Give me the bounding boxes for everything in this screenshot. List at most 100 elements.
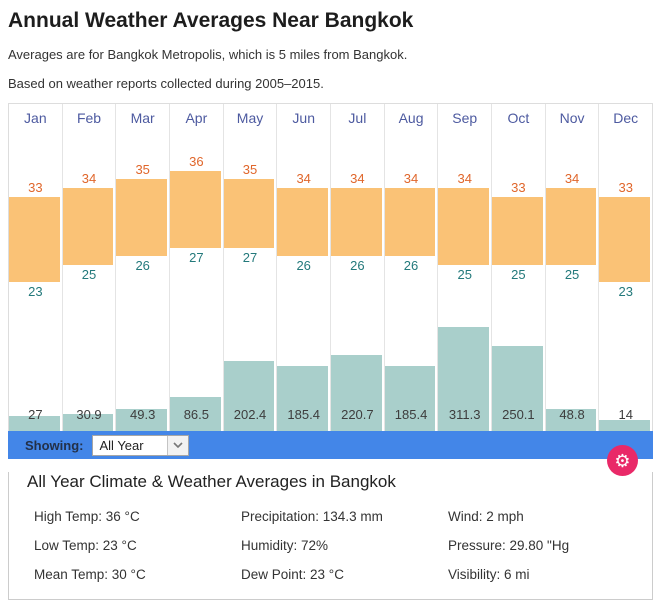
chevron-down-icon xyxy=(166,435,188,455)
precipitation-bar xyxy=(116,408,168,431)
high-temp-label: 35 xyxy=(242,162,258,178)
temp-range-bar xyxy=(9,196,60,282)
high-temp-label: 34 xyxy=(564,170,580,186)
precipitation-value-label: 48.8 xyxy=(559,407,585,422)
subtitle-location: Averages are for Bangkok Metropolis, whi… xyxy=(8,47,408,62)
page-title: Annual Weather Averages Near Bangkok xyxy=(8,9,414,32)
precipitation-bar xyxy=(384,366,436,431)
low-temp-label: 27 xyxy=(242,249,258,265)
low-temp-label: 26 xyxy=(350,258,365,274)
precipitation-bar xyxy=(545,408,597,431)
precipitation-bar xyxy=(331,354,382,431)
precipitation-value-label: 185.4 xyxy=(287,407,320,422)
summary-item: High Temp: 36 °C xyxy=(34,509,140,524)
temp-range-bar xyxy=(223,179,275,248)
month-column: Jan 33 23 27 xyxy=(9,104,63,431)
low-temp-label: 27 xyxy=(189,249,204,265)
precipitation-value-label: 14 xyxy=(618,407,633,422)
month-column: Feb 34 25 30.9 xyxy=(62,104,117,431)
month-column: May 35 27 202.4 xyxy=(223,104,278,431)
precipitation-bar xyxy=(277,366,329,431)
weather-chart: Jan 33 23 27 Feb 34 25 30.9 Mar 35 26 49.3 Apr 36 27 86… xyxy=(8,103,653,431)
month-label: Feb xyxy=(76,110,102,126)
month-label: Jul xyxy=(348,110,367,126)
high-temp-label: 34 xyxy=(81,170,97,186)
showing-label: Showing: xyxy=(25,437,84,453)
precipitation-value-label: 185.4 xyxy=(394,407,428,422)
high-temp-label: 36 xyxy=(189,153,204,169)
precipitation-value-label: 250.1 xyxy=(502,407,535,422)
low-temp-label: 26 xyxy=(403,258,419,274)
precipitation-value-label: 27 xyxy=(28,407,43,422)
high-temp-label: 34 xyxy=(296,170,311,186)
month-label: Aug xyxy=(398,110,424,126)
temp-range-bar xyxy=(331,187,382,257)
precipitation-bar xyxy=(223,360,275,431)
precipitation-bar xyxy=(438,326,490,431)
summary-item: Wind: 2 mph xyxy=(448,509,524,524)
precipitation-value-label: 220.7 xyxy=(341,407,374,422)
temp-range-bar xyxy=(170,170,221,248)
summary-item: Dew Point: 23 °C xyxy=(241,567,344,582)
period-select-value: All Year xyxy=(99,437,144,453)
high-temp-label: 33 xyxy=(618,179,633,195)
month-column: Apr 36 27 86.5 xyxy=(170,104,224,431)
low-temp-label: 25 xyxy=(457,266,472,282)
month-column: Jul 34 26 220.7 xyxy=(331,104,385,431)
settings-button[interactable]: ⚙ xyxy=(607,445,638,476)
month-column: Nov 34 25 48.8 xyxy=(545,104,600,431)
period-select[interactable]: All Year xyxy=(91,434,189,456)
low-temp-label: 23 xyxy=(28,283,43,299)
temp-range-bar xyxy=(545,187,597,265)
month-column: Sep 34 25 311.3 xyxy=(438,104,493,431)
summary-item: Low Temp: 23 °C xyxy=(34,538,137,553)
month-label: Mar xyxy=(130,110,155,126)
temp-range-bar xyxy=(492,196,543,265)
subtitle-period: Based on weather reports collected durin… xyxy=(8,76,324,91)
month-label: May xyxy=(236,110,264,126)
high-temp-label: 33 xyxy=(28,179,43,195)
month-column: Oct 33 25 250.1 xyxy=(492,104,546,431)
precipitation-bar xyxy=(62,414,114,431)
precipitation-bar xyxy=(492,345,543,431)
summary-item: Precipitation: 134.3 mm xyxy=(241,509,383,524)
month-label: Oct xyxy=(507,110,530,126)
month-label: Sep xyxy=(452,110,478,126)
gear-icon: ⚙ xyxy=(614,450,631,471)
month-label: Apr xyxy=(185,110,208,126)
page: Annual Weather Averages Near Bangkok Ave… xyxy=(0,9,661,600)
precipitation-bar xyxy=(599,419,651,431)
temp-range-bar xyxy=(599,196,651,282)
precipitation-bar xyxy=(170,396,221,431)
summary-item: Pressure: 29.80 "Hg xyxy=(448,538,570,553)
high-temp-label: 33 xyxy=(511,179,526,195)
month-label: Dec xyxy=(613,110,639,126)
temp-range-bar xyxy=(384,187,436,257)
precipitation-value-label: 202.4 xyxy=(233,407,267,422)
summary-item: Visibility: 6 mi xyxy=(448,567,530,582)
low-temp-label: 25 xyxy=(511,266,526,282)
summary-grid: High Temp: 36 °C Low Temp: 23 °C Mean Temp… xyxy=(34,509,652,582)
low-temp-label: 26 xyxy=(135,258,150,274)
precipitation-value-label: 49.3 xyxy=(130,407,156,422)
month-column: Mar 35 26 49.3 xyxy=(116,104,171,431)
summary-panel: All Year Climate & Weather Averages in B… xyxy=(8,472,653,600)
month-label: Jun xyxy=(292,110,315,126)
showing-toolbar: Showing: All Year ⚙ xyxy=(8,431,653,476)
high-temp-label: 34 xyxy=(457,170,472,186)
month-column: Aug 34 26 185.4 xyxy=(384,104,439,431)
summary-item: Humidity: 72% xyxy=(241,538,329,553)
low-temp-label: 25 xyxy=(81,266,97,282)
temp-range-bar xyxy=(277,187,329,257)
precipitation-value-label: 86.5 xyxy=(183,407,209,422)
temp-range-bar xyxy=(62,187,114,265)
summary-heading: All Year Climate & Weather Averages in B… xyxy=(27,472,396,491)
precipitation-value-label: 311.3 xyxy=(448,407,481,422)
high-temp-label: 34 xyxy=(403,170,419,186)
month-label: Nov xyxy=(559,110,585,126)
temp-range-bar xyxy=(116,179,168,257)
precipitation-bar xyxy=(9,415,60,431)
month-label: Jan xyxy=(24,110,47,126)
month-column: Dec 33 23 14 xyxy=(599,104,652,431)
low-temp-label: 26 xyxy=(296,258,311,274)
